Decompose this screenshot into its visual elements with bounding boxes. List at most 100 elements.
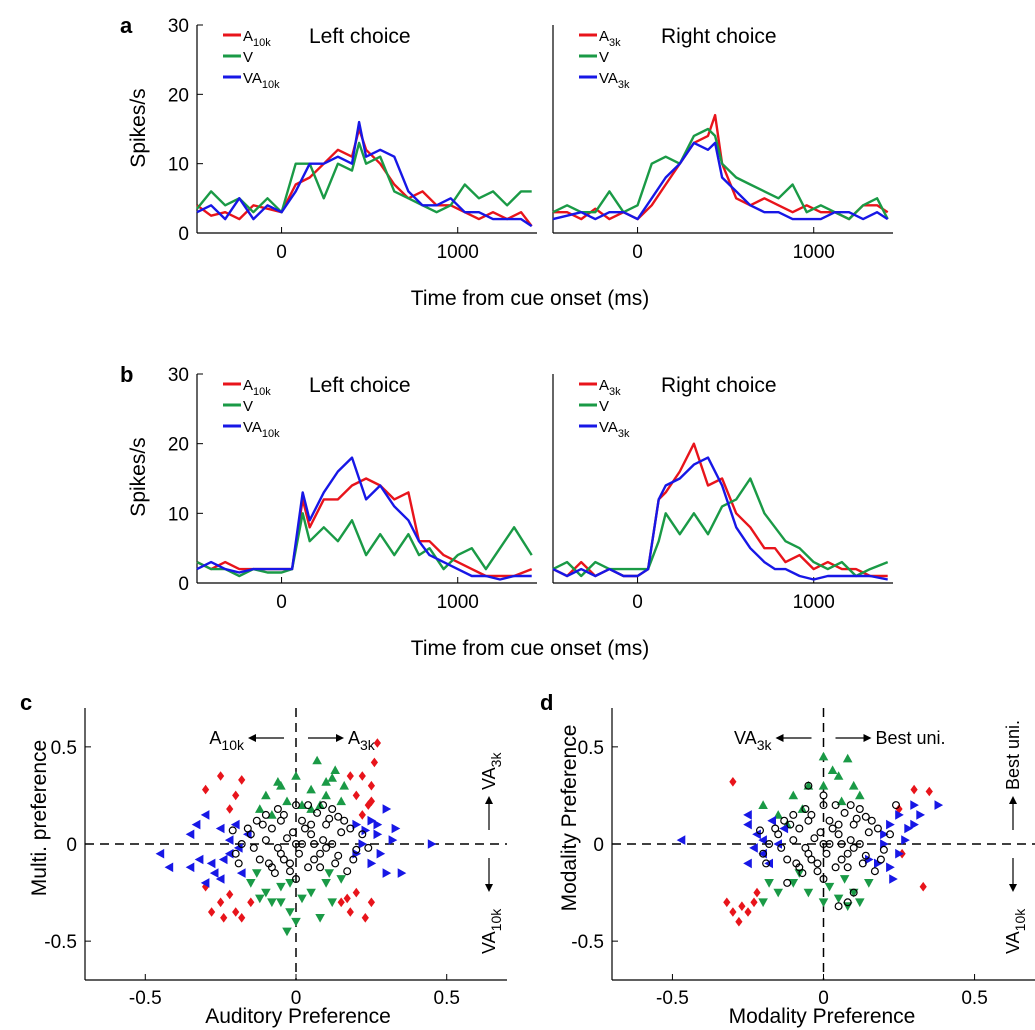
point-diamond xyxy=(367,796,375,807)
point-circle xyxy=(843,863,852,872)
point-diamond xyxy=(744,907,752,917)
panel-letter-d: d xyxy=(540,690,553,715)
panel-letter-a: a xyxy=(120,13,133,38)
point-triangle-right xyxy=(895,810,904,820)
point-circle xyxy=(801,804,810,813)
point-triangle-left xyxy=(215,874,225,884)
point-circle xyxy=(301,824,310,833)
point-circle xyxy=(328,804,337,813)
legend-label: A3k xyxy=(599,28,621,49)
point-diamond xyxy=(337,897,345,908)
point-circle xyxy=(231,849,240,858)
point-diamond xyxy=(895,804,903,814)
xtick-label: 0 xyxy=(632,592,643,613)
point-triangle-right xyxy=(388,835,398,845)
point-circle xyxy=(292,839,301,848)
point-diamond xyxy=(723,897,731,908)
point-triangle-left xyxy=(767,815,776,826)
point-circle xyxy=(334,851,343,860)
point-triangle-down xyxy=(824,882,835,892)
legend-label: VA10k xyxy=(243,70,280,91)
point-triangle-right xyxy=(889,874,898,884)
point-triangle-right xyxy=(901,835,910,845)
point-triangle-down xyxy=(327,898,337,908)
point-diamond xyxy=(925,786,933,797)
point-triangle-up xyxy=(306,784,316,794)
point-circle xyxy=(267,824,276,833)
legend-label: VA3k xyxy=(599,70,630,91)
point-triangle-down xyxy=(276,882,286,892)
xlabel-d: Modality Preference xyxy=(729,1005,916,1028)
arrow-left-head xyxy=(248,734,256,742)
point-circle xyxy=(292,874,301,883)
point-circle xyxy=(783,855,792,864)
point-triangle-right xyxy=(886,862,895,873)
point-triangle-up xyxy=(321,790,331,800)
point-diamond xyxy=(238,913,246,923)
point-circle xyxy=(316,863,325,872)
point-triangle-down xyxy=(855,898,865,908)
point-circle xyxy=(237,839,246,848)
point-circle xyxy=(789,810,798,819)
point-triangle-left xyxy=(752,829,761,840)
point-triangle-left xyxy=(209,868,219,878)
point-diamond xyxy=(373,738,381,748)
point-circle xyxy=(783,878,792,887)
xlabel-c: Auditory Preference xyxy=(205,1005,391,1028)
point-circle xyxy=(334,812,343,821)
xtick-label: 1000 xyxy=(793,592,835,613)
point-circle xyxy=(810,834,819,843)
point-circle xyxy=(870,867,879,876)
point-triangle-right xyxy=(427,839,437,849)
series-line-V xyxy=(196,141,532,214)
point-diamond xyxy=(735,916,743,927)
subplot-title: Right choice xyxy=(661,25,777,48)
point-triangle-right xyxy=(382,868,392,878)
point-circle xyxy=(828,824,837,833)
point-circle xyxy=(273,804,282,813)
point-diamond xyxy=(208,907,216,917)
point-circle xyxy=(879,845,888,854)
point-triangle-left xyxy=(743,819,752,830)
xtick-label: 0 xyxy=(291,988,302,1009)
point-triangle-left xyxy=(155,848,165,859)
ytick-label: 20 xyxy=(168,85,189,106)
series-line-V xyxy=(552,127,889,221)
point-triangle-left xyxy=(164,862,174,873)
point-triangle-up xyxy=(336,796,346,806)
point-triangle-right xyxy=(391,823,401,834)
point-circle xyxy=(249,843,258,852)
point-triangle-down xyxy=(315,914,325,923)
point-triangle-down xyxy=(261,888,271,898)
xtick-label: 1000 xyxy=(437,242,479,263)
ytick-label: -0.5 xyxy=(44,932,77,953)
point-circle xyxy=(243,824,252,833)
ytick-label: 0 xyxy=(593,835,604,856)
point-diamond xyxy=(232,907,240,917)
point-diamond xyxy=(217,771,225,781)
point-circle xyxy=(267,863,276,872)
point-circle xyxy=(837,839,846,848)
point-triangle-up xyxy=(788,790,799,800)
point-circle xyxy=(819,874,828,883)
point-circle xyxy=(852,814,861,823)
point-triangle-right xyxy=(865,854,874,865)
point-circle xyxy=(310,839,319,848)
arrow-up-head xyxy=(485,796,493,804)
point-circle xyxy=(252,816,261,825)
xtick-label: 0 xyxy=(632,242,643,263)
xtick-label: -0.5 xyxy=(656,988,689,1009)
point-diamond xyxy=(346,771,354,781)
point-triangle-right xyxy=(910,800,919,810)
ytick-label: 30 xyxy=(168,16,189,37)
point-circle xyxy=(307,820,316,829)
point-circle xyxy=(840,808,849,817)
xtick-label: 0 xyxy=(276,592,287,613)
point-circle xyxy=(298,839,307,848)
arrow-down-head xyxy=(485,884,493,892)
point-diamond xyxy=(226,804,234,814)
point-triangle-left xyxy=(185,862,195,873)
point-circle xyxy=(885,830,894,839)
ytick-label: 0 xyxy=(66,835,77,856)
